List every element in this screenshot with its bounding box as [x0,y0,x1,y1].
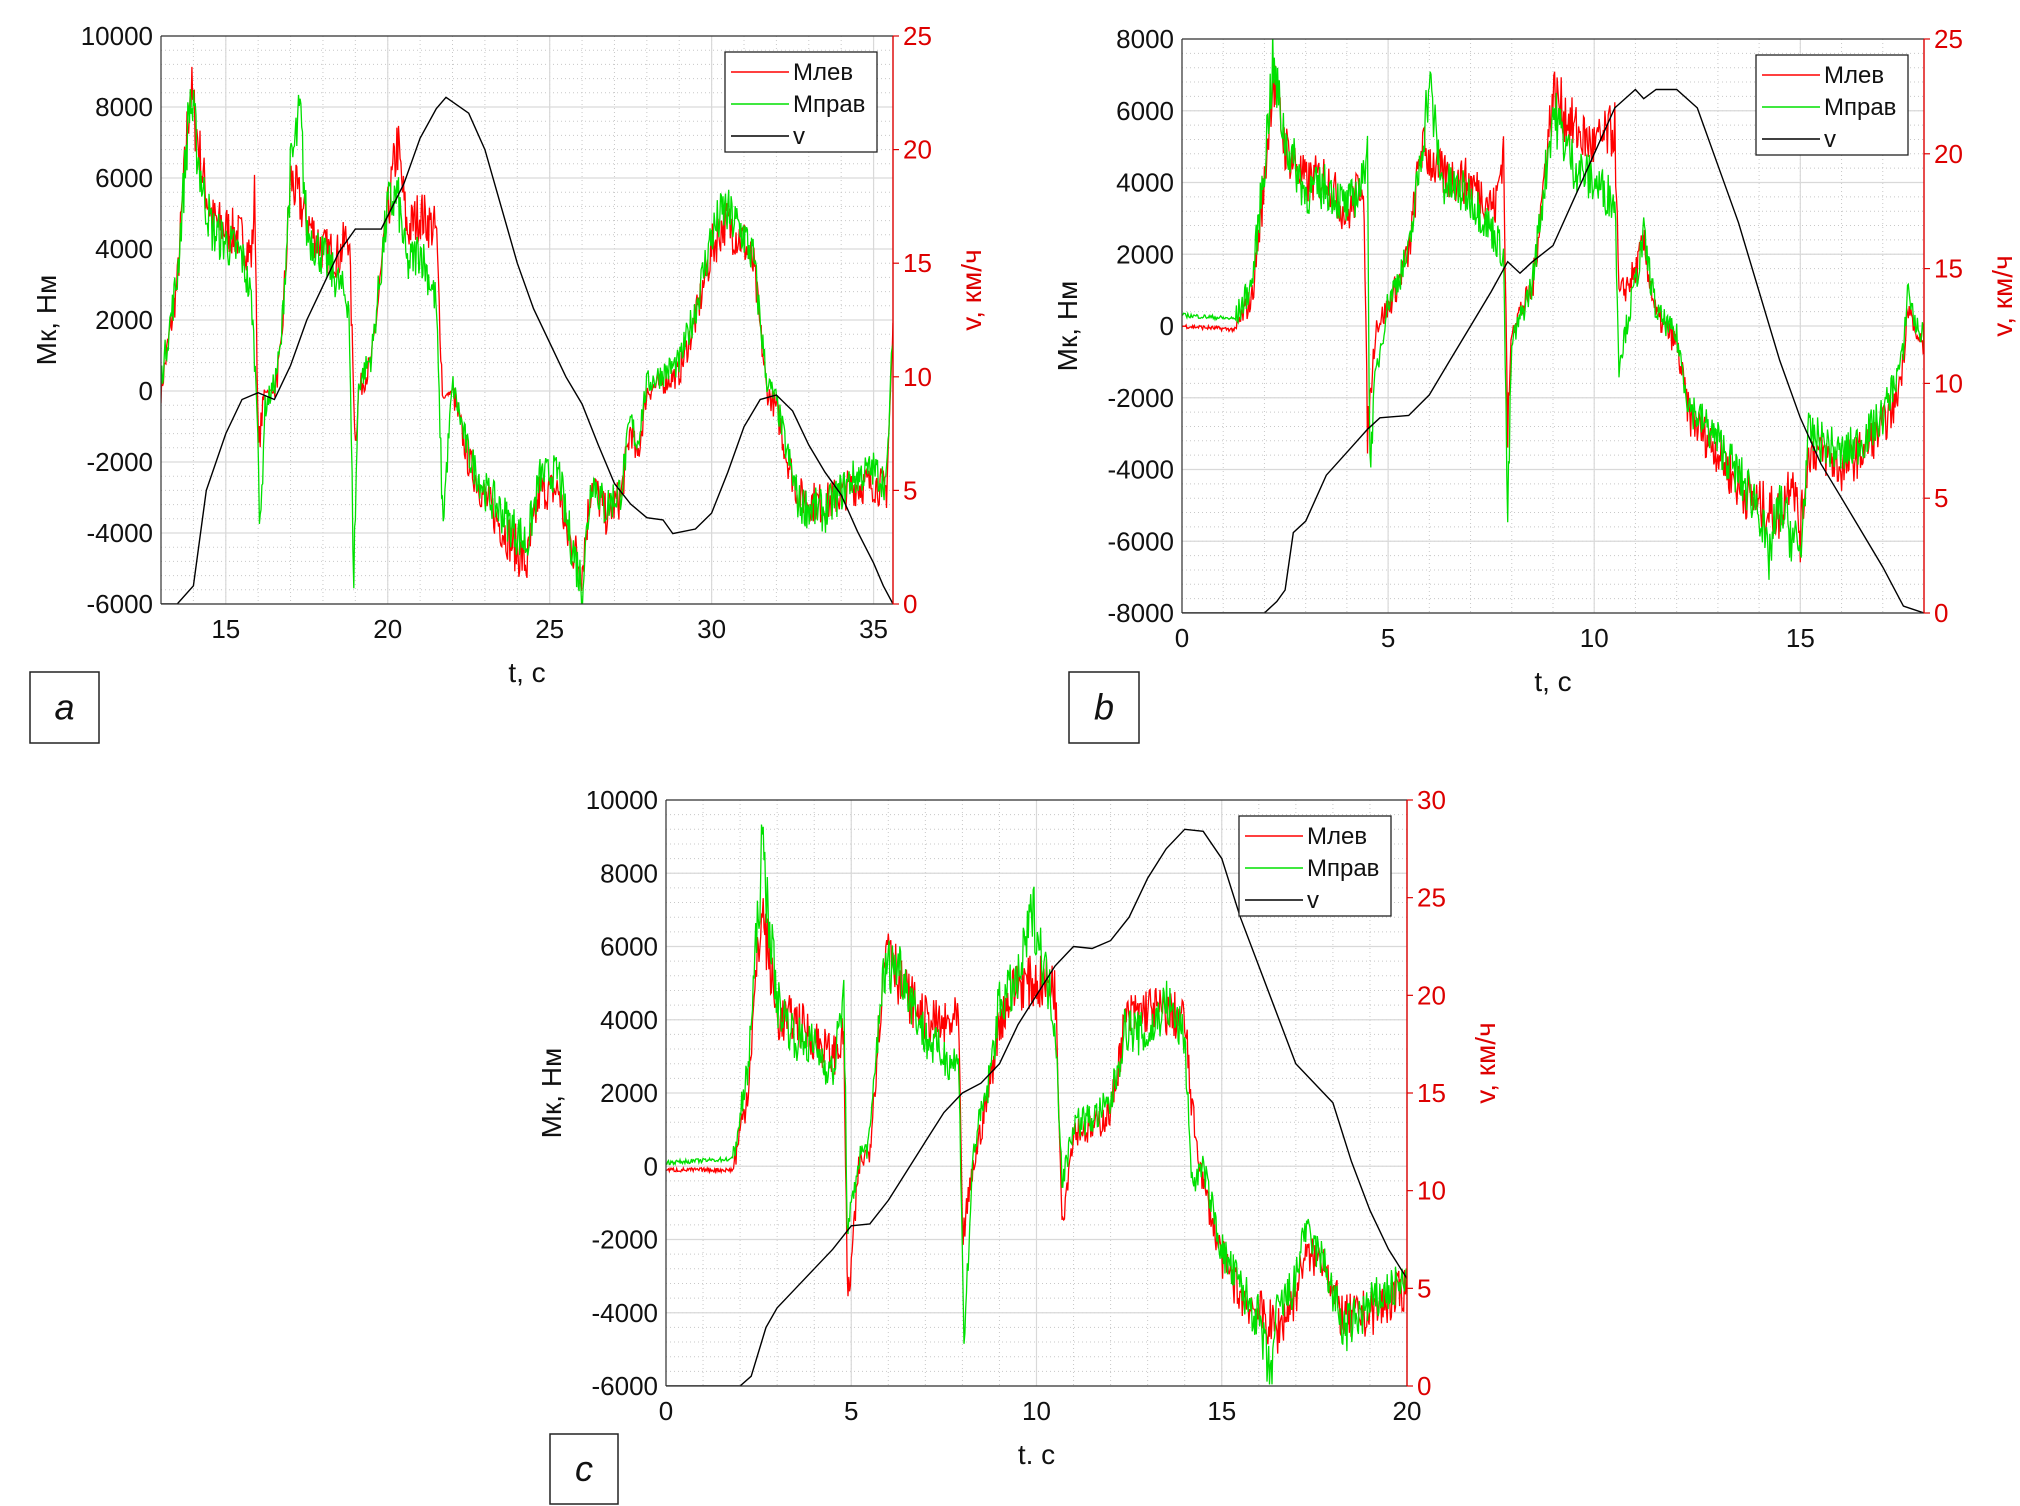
y-tick-label: 0 [1160,311,1174,341]
x-tick-label: 15 [1207,1396,1236,1426]
y2-tick-label: 5 [903,475,917,505]
legend-label: Млев [1824,62,1884,89]
y-tick-label: 4000 [600,1005,658,1035]
y2-tick-label: 5 [1417,1273,1431,1303]
x-tick-label: 5 [1381,623,1395,653]
y2-tick-label: 10 [1417,1176,1446,1206]
y-tick-label: -8000 [1108,598,1175,628]
y-tick-label: 10000 [81,21,153,51]
chart-panel-c: 0 5 10 15 20 -6000 -4000 -2000 0 2000 4000 6000 8000… [536,785,1501,1505]
y-axis-label: Мк, Нм [1052,281,1083,372]
x-tick-label: 5 [844,1396,858,1426]
y2-axis-label: v, км/ч [1987,255,2018,336]
x-tick-label: 25 [535,614,564,644]
legend: Млев Мправ v [1238,815,1392,917]
x-tick-label: 15 [1786,623,1815,653]
y-tick-label: -2000 [592,1225,659,1255]
y-tick-label: 2000 [600,1078,658,1108]
y-tick-label: 4000 [1116,168,1174,198]
y-tick-label: 6000 [1116,96,1174,126]
y2-tick-label: 5 [1934,483,1948,513]
legend-label: Мправ [1307,855,1379,882]
y-tick-label: 4000 [95,234,153,264]
series-line-v [666,828,1407,1386]
panel-label: c [575,1448,593,1489]
x-tick-label: 0 [659,1396,673,1426]
x-tick-label: 10 [1580,623,1609,653]
legend: Млев Мправ v [1755,54,1909,156]
y-tick-label: -4000 [592,1298,659,1328]
series-line-v [1182,88,1924,613]
panel-label-box [1068,671,1140,744]
x-tick-label: 30 [697,614,726,644]
legend: Млев Мправ v [724,51,878,153]
y-tick-label: -6000 [87,589,154,619]
y2-tick-label: 20 [1934,139,1963,169]
y-axis-label: Мк, Нм [31,275,62,366]
x-axis-label: t, с [508,657,545,688]
y2-tick-label: 15 [903,248,932,278]
series-line-mprav [666,824,1407,1385]
y-tick-label: -6000 [592,1371,659,1401]
chart-panel-b: 0 5 10 15 -8000 -6000 -4000 -2000 0 2000 4000 6000 8… [1052,24,2018,744]
y2-tick-label: 20 [903,135,932,165]
y-tick-label: 8000 [95,92,153,122]
y-tick-label: -4000 [1108,455,1175,485]
series-line-v [161,96,893,604]
y-tick-label: -4000 [87,518,154,548]
panel-label-box [29,671,100,744]
y2-tick-label: 0 [903,589,917,619]
x-tick-label: 15 [211,614,240,644]
legend-label: v [1824,126,1836,153]
y-tick-label: 0 [139,376,153,406]
y2-tick-label: 0 [1417,1371,1431,1401]
y2-tick-label: 25 [1417,883,1446,913]
legend-label: v [1307,887,1319,914]
x-axis-label: t. с [1018,1439,1055,1470]
y2-tick-label: 0 [1934,598,1948,628]
y2-tick-label: 25 [1934,24,1963,54]
y2-tick-label: 15 [1934,254,1963,284]
y-tick-label: 0 [644,1151,658,1181]
legend-label: Млев [793,59,853,86]
y-tick-label: -2000 [87,447,154,477]
series-line-mlev [666,898,1407,1354]
legend-label: Млев [1307,823,1367,850]
y2-tick-label: 10 [903,362,932,392]
legend-label: Мправ [1824,94,1896,121]
panel-label: b [1094,687,1114,728]
y2-tick-label: 15 [1417,1078,1446,1108]
legend-label: Мправ [793,91,865,118]
panel-label-box [549,1433,619,1505]
panel-label: a [54,687,74,728]
y-tick-label: -6000 [1108,526,1175,556]
x-tick-label: 20 [1393,1396,1422,1426]
y-axis-label: Мк, Нм [536,1048,567,1139]
y-tick-label: 10000 [586,785,658,815]
y-tick-label: 6000 [600,932,658,962]
y2-axis-label: v, км/ч [956,249,987,330]
y2-axis-label: v, км/ч [1470,1022,1501,1103]
series-line-mprav [1182,39,1924,580]
y-tick-label: -2000 [1108,383,1175,413]
y-tick-label: 8000 [1116,24,1174,54]
series-line-mlev [161,66,893,592]
x-tick-label: 10 [1022,1396,1051,1426]
x-tick-label: 0 [1175,623,1189,653]
y2-tick-label: 20 [1417,980,1446,1010]
legend-label: v [793,123,805,150]
x-tick-label: 20 [373,614,402,644]
y-tick-label: 2000 [95,305,153,335]
x-axis-label: t, с [1534,666,1571,697]
y2-tick-label: 10 [1934,368,1963,398]
y2-tick-label: 25 [903,21,932,51]
y-tick-label: 6000 [95,163,153,193]
series-line-mprav [161,89,893,604]
y-tick-label: 2000 [1116,239,1174,269]
y-tick-label: 8000 [600,858,658,888]
x-tick-label: 35 [859,614,888,644]
chart-panel-a: 15 20 25 30 35 -6000 -4000 -2000 0 2000 4000 6000 80… [29,21,987,744]
y2-tick-label: 30 [1417,785,1446,815]
